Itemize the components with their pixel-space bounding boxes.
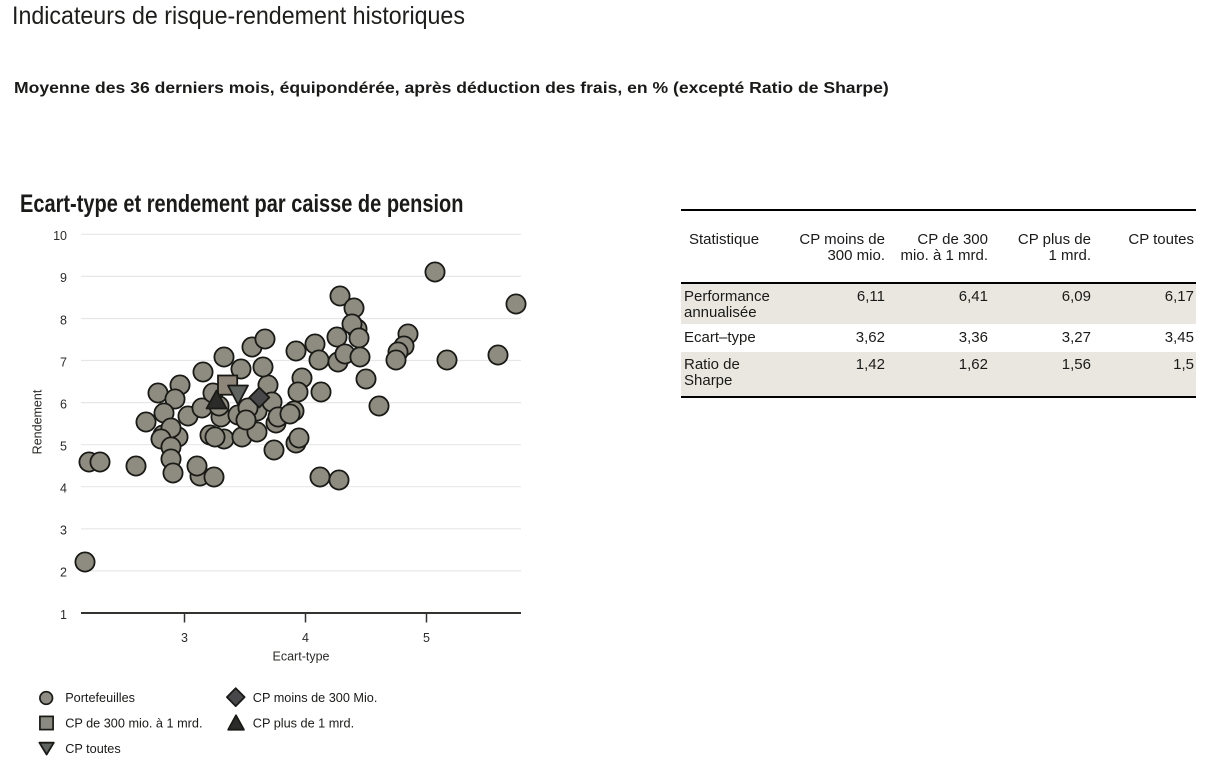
svg-text:4: 4 (302, 631, 309, 645)
svg-text:6: 6 (60, 397, 67, 411)
svg-text:CP toutes: CP toutes (65, 742, 120, 756)
svg-text:9: 9 (60, 271, 67, 285)
svg-text:CP moins de 300 Mio.: CP moins de 300 Mio. (253, 691, 378, 705)
svg-text:10: 10 (53, 229, 67, 243)
svg-text:Portefeuilles: Portefeuilles (65, 691, 135, 705)
svg-text:3: 3 (60, 524, 67, 538)
svg-text:CP plus de 1 mrd.: CP plus de 1 mrd. (253, 717, 354, 731)
svg-text:Rendement: Rendement (31, 389, 45, 454)
svg-text:7: 7 (60, 355, 67, 369)
svg-text:2: 2 (60, 566, 67, 580)
svg-text:5: 5 (423, 631, 430, 645)
svg-text:8: 8 (60, 313, 67, 327)
svg-text:3: 3 (181, 631, 188, 645)
svg-text:CP de 300 mio. à 1 mrd.: CP de 300 mio. à 1 mrd. (65, 717, 202, 731)
svg-text:1: 1 (60, 608, 67, 622)
svg-text:5: 5 (60, 440, 67, 454)
svg-text:4: 4 (60, 482, 67, 496)
svg-text:Ecart-type: Ecart-type (273, 650, 330, 664)
